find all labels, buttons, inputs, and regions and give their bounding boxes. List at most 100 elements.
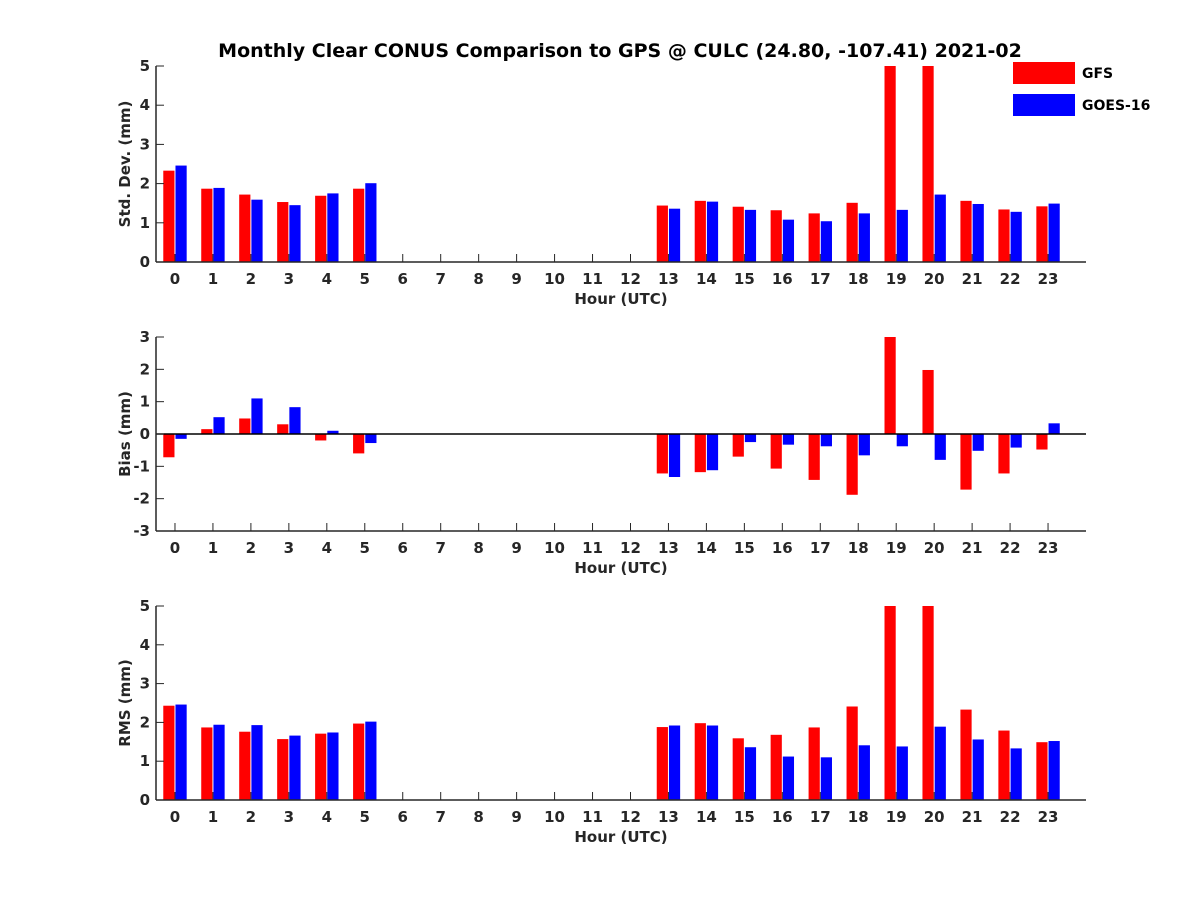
x-tick-label: 14: [696, 539, 717, 557]
x-axis-label: Hour (UTC): [574, 290, 667, 308]
bar-goes-16-hour-17: [820, 221, 832, 262]
x-tick-label: 23: [1038, 808, 1059, 826]
x-tick-label: 3: [284, 270, 294, 288]
bar-gfs-hour-23: [1036, 206, 1048, 262]
bar-gfs-hour-19: [884, 606, 896, 800]
legend-label-goes-16: GOES-16: [1082, 98, 1150, 114]
x-tick-label: 2: [246, 808, 256, 826]
x-tick-label: 7: [435, 270, 445, 288]
x-axis-label: Hour (UTC): [574, 828, 667, 846]
x-tick-label: 16: [772, 270, 793, 288]
x-tick-label: 22: [1000, 808, 1021, 826]
bar-gfs-hour-16: [770, 210, 782, 262]
bar-goes-16-hour-16: [782, 219, 795, 262]
bar-gfs-hour-14: [694, 723, 706, 800]
x-tick-label: 6: [398, 270, 408, 288]
bar-gfs-hour-4: [315, 195, 327, 262]
x-tick-label: 9: [511, 270, 521, 288]
y-axis-label: Std. Dev. (mm): [116, 101, 134, 228]
bar-gfs-hour-0: [163, 705, 175, 800]
bar-goes-16-hour-1: [213, 187, 225, 262]
bar-gfs-hour-15: [732, 738, 744, 800]
bar-goes-16-hour-19: [896, 434, 908, 447]
x-tick-label: 10: [544, 808, 565, 826]
bar-goes-16-hour-14: [706, 434, 719, 471]
bar-goes-16-hour-19: [896, 209, 908, 262]
x-tick-label: 18: [848, 808, 869, 826]
x-tick-label: 5: [360, 808, 370, 826]
x-tick-label: 8: [473, 270, 483, 288]
x-tick-label: 19: [886, 270, 907, 288]
bar-goes-16-hour-23: [1048, 203, 1060, 262]
y-tick-label: 2: [140, 360, 150, 378]
x-tick-label: 5: [360, 270, 370, 288]
x-tick-label: 3: [284, 808, 294, 826]
bar-goes-16-hour-1: [213, 724, 225, 800]
x-tick-label: 14: [696, 270, 717, 288]
bar-gfs-hour-19: [884, 66, 896, 262]
bar-gfs-hour-1: [201, 429, 213, 434]
bar-goes-16-hour-4: [327, 732, 339, 800]
bar-goes-16-hour-3: [289, 735, 301, 800]
bar-goes-16-hour-22: [1010, 434, 1022, 448]
bar-gfs-hour-13: [656, 205, 668, 262]
x-tick-label: 0: [170, 539, 180, 557]
y-tick-label: 1: [140, 214, 150, 232]
bar-gfs-hour-15: [732, 434, 744, 457]
x-tick-label: 1: [208, 539, 218, 557]
x-tick-label: 6: [398, 539, 408, 557]
x-tick-label: 2: [246, 270, 256, 288]
x-tick-label: 13: [658, 808, 679, 826]
bar-goes-16-hour-23: [1048, 423, 1060, 434]
bar-gfs-hour-2: [239, 194, 251, 262]
x-tick-label: 19: [886, 539, 907, 557]
x-tick-label: 1: [208, 270, 218, 288]
x-tick-label: 8: [473, 539, 483, 557]
bar-goes-16-hour-4: [327, 430, 339, 434]
bar-goes-16-hour-20: [934, 434, 946, 460]
y-axis-label: Bias (mm): [116, 391, 134, 477]
bar-gfs-hour-1: [201, 727, 213, 800]
bar-gfs-hour-5: [353, 434, 365, 454]
x-tick-label: 8: [473, 808, 483, 826]
bar-gfs-hour-22: [998, 209, 1010, 262]
x-tick-label: 9: [511, 539, 521, 557]
x-tick-label: 11: [582, 539, 603, 557]
bar-gfs-hour-16: [770, 434, 782, 469]
x-tick-label: 10: [544, 539, 565, 557]
x-tick-label: 3: [284, 539, 294, 557]
bar-gfs-hour-2: [239, 418, 251, 434]
bar-goes-16-hour-18: [858, 745, 870, 800]
x-tick-label: 20: [924, 808, 945, 826]
bar-goes-16-hour-21: [972, 434, 984, 451]
bar-goes-16-hour-13: [668, 434, 681, 478]
bar-goes-16-hour-13: [668, 725, 681, 800]
x-tick-label: 2: [246, 539, 256, 557]
bar-goes-16-hour-5: [365, 721, 377, 800]
y-tick-label: 2: [140, 175, 150, 193]
bar-gfs-hour-19: [884, 337, 896, 434]
bar-goes-16-hour-20: [934, 726, 946, 800]
bar-gfs-hour-20: [922, 66, 934, 262]
x-tick-label: 23: [1038, 270, 1059, 288]
x-axis-label: Hour (UTC): [574, 559, 667, 577]
bar-gfs-hour-21: [960, 200, 972, 262]
y-tick-label: 3: [140, 328, 150, 346]
x-tick-label: 21: [962, 539, 983, 557]
x-tick-label: 21: [962, 270, 983, 288]
x-tick-label: 7: [435, 539, 445, 557]
bar-gfs-hour-13: [656, 434, 668, 474]
x-tick-label: 12: [620, 539, 641, 557]
x-tick-label: 6: [398, 808, 408, 826]
x-tick-label: 5: [360, 539, 370, 557]
y-tick-label: 2: [140, 713, 150, 731]
y-axis-label: RMS (mm): [116, 659, 134, 746]
x-tick-label: 15: [734, 539, 755, 557]
bar-gfs-hour-18: [846, 202, 858, 262]
x-tick-label: 12: [620, 270, 641, 288]
bar-goes-16-hour-21: [972, 739, 984, 800]
bar-gfs-hour-23: [1036, 742, 1048, 800]
